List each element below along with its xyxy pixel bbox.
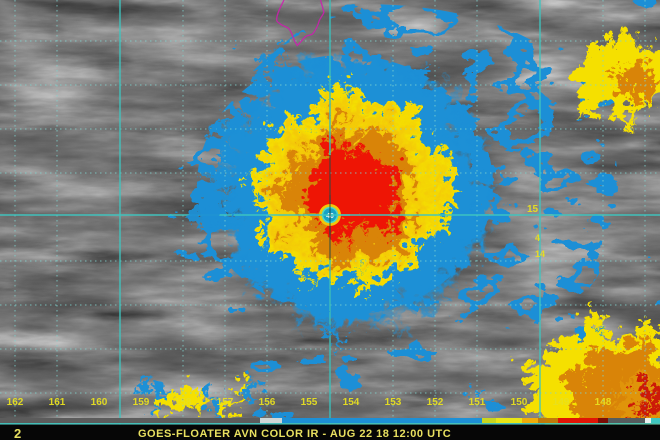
- svg-text:150: 150: [511, 397, 528, 408]
- svg-text:160: 160: [91, 397, 108, 408]
- svg-text:2: 2: [14, 426, 21, 440]
- svg-text:162: 162: [7, 397, 24, 408]
- svg-text:161: 161: [49, 397, 66, 408]
- svg-text:15: 15: [527, 204, 539, 215]
- svg-text:148: 148: [595, 397, 612, 408]
- svg-text:154: 154: [343, 397, 360, 408]
- svg-text:157: 157: [217, 397, 234, 408]
- svg-text:155: 155: [301, 397, 318, 408]
- svg-text:14: 14: [535, 249, 545, 259]
- svg-text:4: 4: [535, 233, 540, 243]
- svg-text:153: 153: [385, 397, 402, 408]
- svg-text:151: 151: [469, 397, 486, 408]
- svg-text:149: 149: [553, 397, 570, 408]
- svg-text:158: 158: [175, 397, 192, 408]
- svg-text:GOES-FLOATER AVN COLOR IR - AU: GOES-FLOATER AVN COLOR IR - AUG 22 18 12…: [138, 428, 451, 440]
- svg-text:152: 152: [427, 397, 444, 408]
- svg-text:159: 159: [133, 397, 150, 408]
- svg-text:156: 156: [259, 397, 276, 408]
